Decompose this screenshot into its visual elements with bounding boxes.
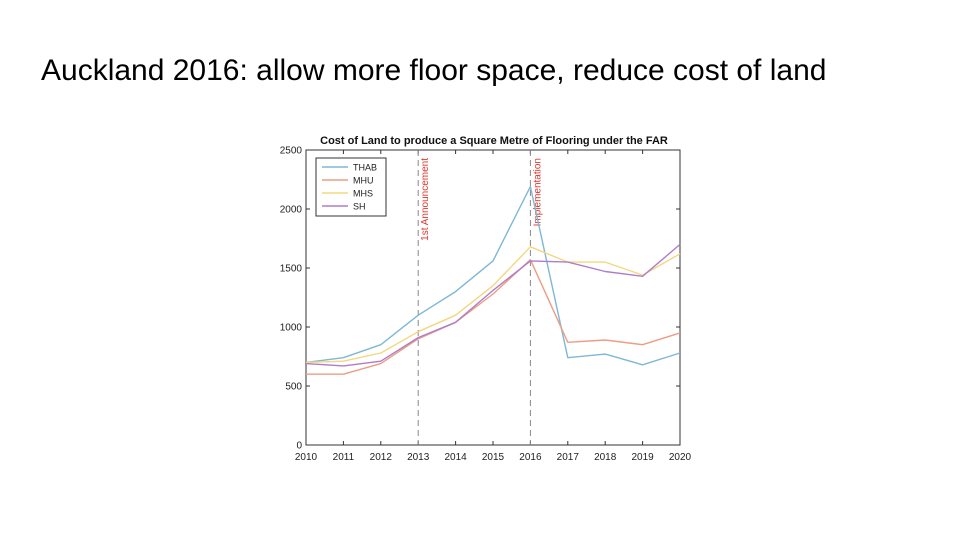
y-tick-label-4: 2000 bbox=[280, 205, 302, 216]
x-tick-label-6: 2016 bbox=[519, 452, 542, 463]
x-tick-label-4: 2014 bbox=[444, 452, 467, 463]
chart-svg: Cost of Land to produce a Square Metre o… bbox=[280, 135, 692, 464]
series-line-sh bbox=[305, 243, 681, 367]
series-line-mhu bbox=[306, 258, 681, 375]
x-tick-label-1: 2011 bbox=[333, 452, 355, 463]
legend-label-sh: SH bbox=[353, 202, 366, 212]
y-tick-label-3: 1500 bbox=[280, 264, 302, 275]
x-tick-label-3: 2013 bbox=[407, 452, 430, 463]
plot-area: 0 500 1000 1500 2000 2500 2010 2011 2012 2013 2014… bbox=[280, 146, 692, 464]
x-tick-label-2: 2012 bbox=[370, 452, 393, 463]
legend-label-mhs: MHS bbox=[353, 189, 373, 199]
series-line-thab bbox=[305, 185, 681, 366]
y-tick-label-0: 0 bbox=[296, 441, 302, 452]
x-tick-label-7: 2017 bbox=[557, 452, 580, 463]
x-tick-label-10: 2020 bbox=[669, 452, 692, 463]
x-tick-label-0: 2010 bbox=[295, 452, 318, 463]
annotation-label-0: 1st Announcement bbox=[420, 158, 431, 241]
x-tick-label-8: 2018 bbox=[594, 452, 617, 463]
slide-title: Auckland 2016: allow more floor space, r… bbox=[41, 54, 827, 87]
y-tick-label-1: 500 bbox=[285, 382, 302, 393]
annotation-label-1: Implementation bbox=[532, 158, 543, 226]
x-tick-label-9: 2019 bbox=[631, 452, 654, 463]
series-line-mhs bbox=[305, 246, 681, 364]
legend-label-thab: THAB bbox=[353, 163, 377, 173]
legend-label-mhu: MHU bbox=[353, 176, 374, 186]
line-chart: Cost of Land to produce a Square Metre o… bbox=[280, 128, 700, 468]
x-tick-label-5: 2015 bbox=[482, 452, 505, 463]
y-tick-label-5: 2500 bbox=[280, 146, 302, 157]
y-tick-label-2: 1000 bbox=[280, 323, 302, 334]
chart-title: Cost of Land to produce a Square Metre o… bbox=[320, 135, 668, 147]
